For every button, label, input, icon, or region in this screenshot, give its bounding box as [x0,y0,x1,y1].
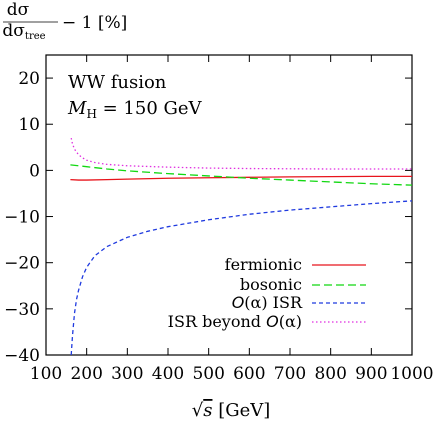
y-tick-label: −40 [4,346,40,366]
legend-label-bosonic: bosonic [240,275,302,294]
y-tick-label: 0 [29,161,40,181]
x-tick-label: 900 [355,364,387,384]
annotation-process: WW fusion [68,72,167,93]
x-axis-label: √s [GeV] [192,400,271,421]
x-tick-label: 700 [274,364,306,384]
y-tick-label: −30 [4,300,40,320]
legend-label-fermionic: fermionic [225,255,302,274]
y-label-numerator: dσ [7,0,30,20]
legend-label-isr: O(α) ISR [232,293,303,312]
x-tick-label: 600 [233,364,265,384]
x-tick-label: 800 [314,364,346,384]
y-axis-label: dσ dσtree − 1 [%] [2,0,127,42]
series-lines [70,137,413,356]
x-tick-label: 300 [111,364,143,384]
y-label-denominator: dσtree [2,21,45,42]
legend-label-isr-beyond: ISR beyond O(α) [168,312,302,331]
y-tick-label: 10 [18,115,40,135]
x-tick-label: 100 [30,364,62,384]
legend: fermionic bosonic O(α) ISR ISR beyond O(… [168,255,366,331]
axis-ticks [45,55,413,356]
x-tick-label: 400 [152,364,184,384]
x-tick-label: 1000 [390,364,433,384]
y-tick-label: 20 [18,69,40,89]
y-label-suffix: − 1 [%] [62,13,127,33]
series-line-3 [70,137,412,170]
y-tick-label: −10 [4,208,40,228]
y-tick-label: −20 [4,254,40,274]
axis-tick-labels: 100 200 300 400 500 600 700 800 900 1000−40−30−20… [4,69,434,384]
x-tick-label: 500 [192,364,224,384]
series-line-1 [70,164,413,186]
annotation-higgs-mass: MH = 150 GeV [67,98,203,121]
series-line-0 [70,175,412,181]
x-tick-label: 200 [70,364,102,384]
plot-frame [45,54,413,356]
